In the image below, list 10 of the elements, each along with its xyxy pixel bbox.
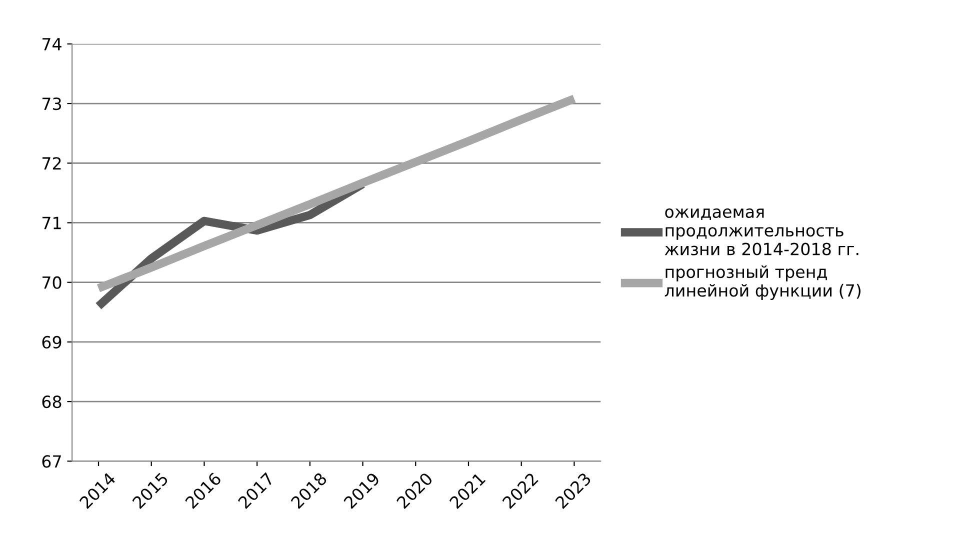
- y-tick-label: 73: [42, 97, 62, 110]
- y-tick-label: 69: [42, 336, 62, 349]
- y-tick-label: 74: [42, 38, 62, 50]
- y-tick-label: 67: [42, 455, 61, 468]
- legend-label: прогнозный тренд линейной функции (7): [664, 265, 860, 300]
- y-tick-label: 71: [42, 216, 61, 230]
- y-tick-label: 68: [42, 396, 62, 408]
- y-tick-label: 70: [42, 276, 62, 289]
- y-tick-label: 72: [42, 157, 61, 170]
- legend-label: ожидаемая продолжительность жизни в 2014-2018 гг.: [664, 208, 858, 256]
